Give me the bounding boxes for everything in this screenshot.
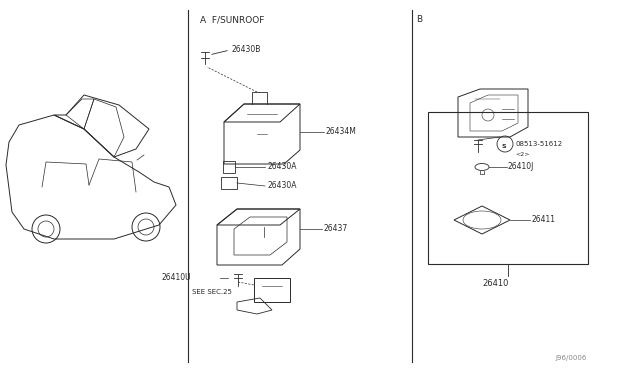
Text: 26411: 26411: [532, 215, 556, 224]
Text: 26434M: 26434M: [326, 127, 357, 136]
Text: 26410U: 26410U: [162, 273, 191, 282]
Bar: [428, 112, 588, 264]
Text: B: B: [416, 15, 422, 24]
Text: 26410J: 26410J: [508, 162, 534, 171]
Text: 08513-51612: 08513-51612: [515, 141, 562, 147]
Text: S: S: [502, 144, 506, 149]
Text: 26410: 26410: [482, 279, 508, 288]
Text: <2>: <2>: [515, 152, 529, 157]
Text: A  F/SUNROOF: A F/SUNROOF: [200, 15, 264, 24]
Text: 26430A: 26430A: [267, 181, 296, 190]
Text: SEE SEC.25: SEE SEC.25: [192, 289, 232, 295]
Text: 26430A: 26430A: [267, 162, 296, 171]
Text: 26437: 26437: [324, 224, 348, 233]
Text: 26430B: 26430B: [232, 45, 261, 54]
Text: J96/0006: J96/0006: [555, 355, 586, 361]
